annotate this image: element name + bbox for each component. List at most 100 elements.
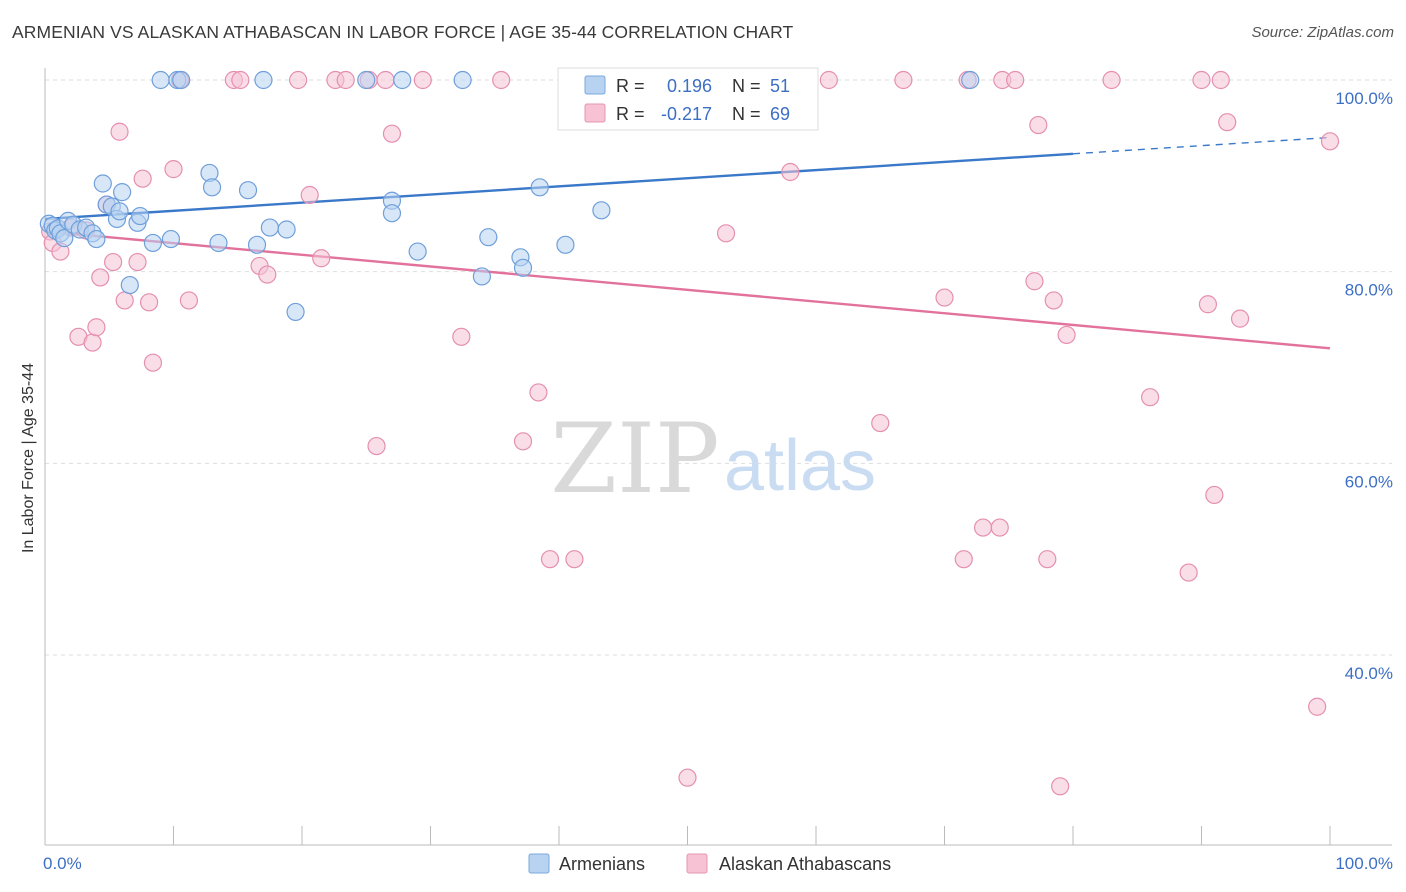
watermark-atlas: atlas <box>724 426 876 506</box>
point-alaskan-athabascans <box>367 436 386 456</box>
point-armenians <box>112 183 132 202</box>
point-alaskan-athabascans <box>540 550 560 569</box>
point-alaskan-athabascans <box>973 518 993 537</box>
point-alaskan-athabascans <box>289 70 308 90</box>
point-alaskan-athabascans <box>382 124 402 143</box>
point-alaskan-athabascans <box>716 224 736 243</box>
point-alaskan-athabascans <box>104 252 123 272</box>
point-armenians <box>143 233 163 253</box>
stats-r-value-2: -0.217 <box>661 104 712 124</box>
point-alaskan-athabascans <box>990 518 1009 537</box>
y-tick-label: 40.0% <box>1345 664 1393 683</box>
legend-swatch-athabascans <box>686 853 708 874</box>
stats-r-label-1: R = <box>616 76 645 96</box>
point-armenians <box>472 267 491 286</box>
point-armenians <box>247 235 267 254</box>
point-armenians <box>530 178 549 197</box>
stats-legend: R = 0.196 N = 51 R = -0.217 N = 69 <box>557 67 819 131</box>
stats-r-label-2: R = <box>616 104 645 124</box>
point-alaskan-athabascans <box>115 291 134 310</box>
point-alaskan-athabascans <box>1029 115 1048 135</box>
point-armenians <box>172 70 191 90</box>
point-armenians <box>286 302 305 322</box>
point-alaskan-athabascans <box>1102 70 1121 90</box>
point-armenians <box>110 202 129 221</box>
point-armenians <box>357 70 376 90</box>
point-armenians <box>961 70 980 90</box>
point-alaskan-athabascans <box>1140 388 1160 407</box>
point-alaskan-athabascans <box>91 268 110 287</box>
point-alaskan-athabascans <box>935 288 954 307</box>
stats-legend-swatch-athabascans <box>584 103 606 123</box>
point-alaskan-athabascans <box>336 70 355 90</box>
x-tick-label: 100.0% <box>1335 854 1393 873</box>
point-alaskan-athabascans <box>179 291 199 310</box>
point-alaskan-athabascans <box>1025 272 1044 291</box>
point-alaskan-athabascans <box>1308 697 1327 716</box>
stats-r-value-1: 0.196 <box>667 76 712 96</box>
point-armenians <box>453 70 472 90</box>
point-armenians <box>479 228 498 247</box>
point-armenians <box>513 258 533 277</box>
point-alaskan-athabascans <box>781 162 800 182</box>
legend-label-athabascans: Alaskan Athabascans <box>719 854 891 874</box>
point-alaskan-athabascans <box>1211 70 1230 90</box>
point-alaskan-athabascans <box>678 768 697 787</box>
point-alaskan-athabascans <box>1320 132 1340 151</box>
y-tick-label: 100.0% <box>1335 89 1393 108</box>
y-tick-label: 60.0% <box>1345 472 1393 491</box>
trend-line-armenians-extension <box>1072 136 1331 155</box>
point-alaskan-athabascans <box>1218 113 1237 132</box>
point-alaskan-athabascans <box>312 249 331 268</box>
point-armenians <box>556 235 575 254</box>
point-armenians <box>592 201 611 220</box>
point-armenians <box>382 204 402 223</box>
point-alaskan-athabascans <box>1044 291 1063 310</box>
point-alaskan-athabascans <box>1179 563 1198 582</box>
legend-label-armenians: Armenians <box>559 854 645 874</box>
point-alaskan-athabascans <box>1038 550 1057 569</box>
stats-n-label-1: N = <box>732 76 761 96</box>
point-armenians <box>161 229 181 249</box>
watermark-zip: ZIP <box>550 403 719 515</box>
point-alaskan-athabascans <box>565 550 584 569</box>
point-alaskan-athabascans <box>139 293 159 312</box>
point-alaskan-athabascans <box>1006 70 1025 90</box>
point-armenians <box>120 275 139 295</box>
stats-n-value-1: 51 <box>770 76 790 96</box>
point-armenians <box>209 233 228 253</box>
point-armenians <box>238 181 258 200</box>
trend-lines <box>44 136 1331 350</box>
point-armenians <box>408 242 427 261</box>
trend-line-alaskan-athabascans <box>44 230 1331 350</box>
point-alaskan-athabascans <box>110 122 129 141</box>
point-alaskan-athabascans <box>258 265 277 284</box>
point-alaskan-athabascans <box>1230 309 1250 328</box>
data-points <box>39 70 1340 796</box>
point-armenians <box>151 70 170 90</box>
point-alaskan-athabascans <box>87 318 106 337</box>
point-alaskan-athabascans <box>376 70 395 90</box>
point-armenians <box>393 70 412 90</box>
y-tick-label: 80.0% <box>1345 281 1393 300</box>
y-axis-label: In Labor Force | Age 35-44 <box>20 363 37 553</box>
point-armenians <box>254 70 273 90</box>
point-alaskan-athabascans <box>133 169 152 188</box>
point-armenians <box>130 206 150 226</box>
point-armenians <box>260 218 279 237</box>
point-alaskan-athabascans <box>954 550 973 569</box>
point-alaskan-athabascans <box>231 70 250 90</box>
point-alaskan-athabascans <box>128 252 147 272</box>
x-tick-label: 0.0% <box>43 854 82 873</box>
stats-n-label-2: N = <box>732 104 761 124</box>
point-alaskan-athabascans <box>529 383 548 402</box>
point-alaskan-athabascans <box>1051 777 1070 796</box>
chart-title: ARMENIAN VS ALASKAN ATHABASCAN IN LABOR … <box>12 22 794 42</box>
stats-legend-swatch-armenians <box>584 75 606 95</box>
axes <box>44 68 1392 846</box>
point-alaskan-athabascans <box>452 327 471 346</box>
series-legend: Armenians Alaskan Athabascans <box>528 853 891 874</box>
trend-line-armenians <box>44 152 1074 221</box>
point-alaskan-athabascans <box>894 70 913 90</box>
